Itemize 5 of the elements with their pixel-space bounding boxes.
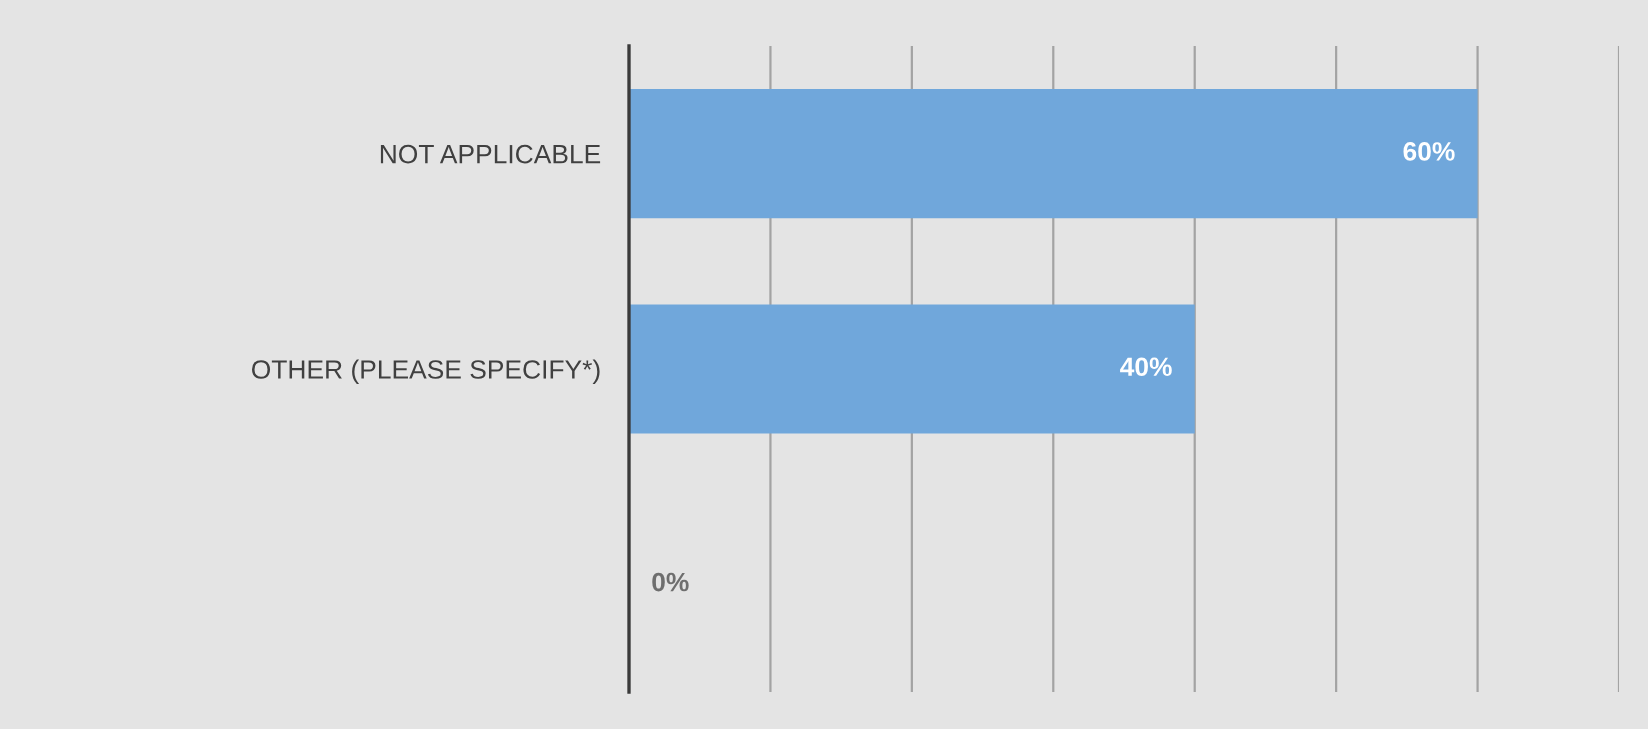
data-label: 0% [652,572,689,592]
y-tick-label: NOT APPLICABLE [380,144,601,164]
data-label: 60% [1403,142,1455,161]
y-tick-label: OTHER (PLEASE SPECIFY*) [252,359,600,385]
data-label: 40% [1120,357,1172,377]
